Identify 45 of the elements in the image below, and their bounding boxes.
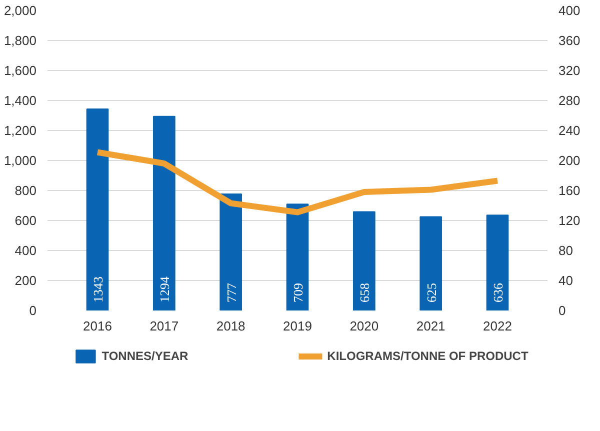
- legend-label: KILOGRAMS/TONNE OF PRODUCT: [327, 348, 528, 362]
- y-tick-label: 200: [14, 273, 37, 288]
- y2-tick-label: 120: [558, 213, 580, 228]
- x-tick-label: 2020: [350, 318, 379, 334]
- y-tick-label: 1,600: [4, 63, 37, 78]
- y2-tick-label: 280: [558, 93, 580, 108]
- y-tick-label: 600: [14, 213, 37, 228]
- y2-tick-label: 80: [558, 243, 573, 258]
- y-tick-label: 1,000: [4, 153, 37, 168]
- y-tick-label: 0: [29, 303, 37, 318]
- y2-tick-label: 40: [558, 273, 573, 288]
- legend-label: TONNES/YEAR: [102, 348, 188, 362]
- data-label: 636: [490, 282, 506, 302]
- bar: [286, 204, 309, 310]
- bar: [220, 193, 242, 310]
- data-label: 625: [424, 283, 439, 302]
- x-tick-label: 2016: [83, 318, 112, 334]
- bar: [86, 108, 109, 310]
- y-tick-label: 1,800: [4, 33, 37, 48]
- y2-tick-label: 240: [558, 123, 580, 138]
- y2-tick-label: 400: [558, 3, 580, 18]
- y-tick-label: 2,000: [4, 3, 37, 18]
- data-label: 777: [224, 282, 239, 302]
- data-label: 1294: [157, 276, 172, 302]
- y-tick-label: 400: [14, 243, 37, 258]
- y2-tick-label: 200: [558, 153, 580, 168]
- x-tick-label: 2018: [216, 318, 246, 334]
- y-tick-label: 1,400: [4, 93, 37, 108]
- x-tick-label: 2017: [150, 318, 179, 334]
- data-label: 709: [290, 283, 306, 302]
- y2-tick-label: 360: [558, 33, 580, 48]
- bar: [486, 214, 509, 310]
- data-label: 658: [357, 283, 372, 302]
- y-tick-label: 1,200: [4, 123, 37, 138]
- x-tick-label: 2019: [283, 318, 312, 334]
- bar: [353, 211, 376, 310]
- data-label: 1343: [90, 276, 106, 302]
- x-tick-label: 2022: [483, 318, 512, 334]
- x-tick-label: 2021: [416, 318, 446, 334]
- bar: [420, 216, 442, 310]
- y2-tick-label: 0: [558, 303, 566, 318]
- y2-tick-label: 160: [558, 183, 580, 198]
- y-tick-label: 800: [14, 183, 37, 198]
- bar: [153, 116, 176, 310]
- y2-tick-label: 320: [558, 63, 580, 78]
